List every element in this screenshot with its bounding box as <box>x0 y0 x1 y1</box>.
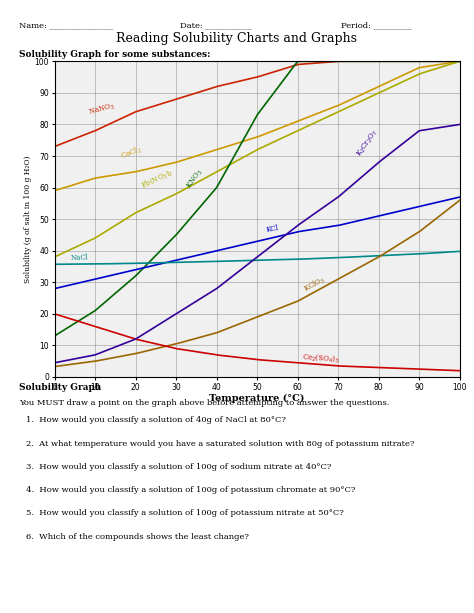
Text: NaCl: NaCl <box>71 254 89 262</box>
Text: 5.  How would you classify a solution of 100g of potassium nitrate at 50°C?: 5. How would you classify a solution of … <box>26 509 344 517</box>
Text: Date: ___________: Date: ___________ <box>180 21 252 29</box>
Text: Name: _______________: Name: _______________ <box>19 21 113 29</box>
Text: Pb(NO$_3$)$_2$: Pb(NO$_3$)$_2$ <box>140 166 175 191</box>
Text: CaCl$_2$: CaCl$_2$ <box>119 145 144 162</box>
Text: NaNO$_3$: NaNO$_3$ <box>87 101 116 118</box>
Text: KCl: KCl <box>265 224 279 234</box>
Text: 2.  At what temperature would you have a saturated solution with 80g of potassiu: 2. At what temperature would you have a … <box>26 440 414 447</box>
Text: You MUST draw a point on the graph above before attempting to answer the questio: You MUST draw a point on the graph above… <box>19 399 389 407</box>
Text: Period: _________: Period: _________ <box>341 21 412 29</box>
Y-axis label: Solubility (g of salt in 100 g H₂O): Solubility (g of salt in 100 g H₂O) <box>24 156 32 283</box>
Text: Solubility Graph: Solubility Graph <box>19 383 101 392</box>
Text: KClO$_3$: KClO$_3$ <box>302 274 328 295</box>
Text: KNO$_3$: KNO$_3$ <box>184 167 205 191</box>
Text: 1.  How would you classify a solution of 40g of NaCl at 80°C?: 1. How would you classify a solution of … <box>26 416 286 424</box>
Text: 4.  How would you classify a solution of 100g of potassium chromate at 90°C?: 4. How would you classify a solution of … <box>26 486 355 494</box>
Text: K$_2$Cr$_2$O$_7$: K$_2$Cr$_2$O$_7$ <box>355 128 381 159</box>
Text: Solubility Graph for some substances:: Solubility Graph for some substances: <box>19 50 210 59</box>
Text: Reading Solubility Charts and Graphs: Reading Solubility Charts and Graphs <box>117 32 357 45</box>
Text: 3.  How would you classify a solution of 100g of sodium nitrate at 40°C?: 3. How would you classify a solution of … <box>26 463 331 471</box>
X-axis label: Temperature (°C): Temperature (°C) <box>210 394 305 403</box>
Text: Ce$_2$(SO$_4$)$_3$: Ce$_2$(SO$_4$)$_3$ <box>302 351 339 364</box>
Text: 6.  Which of the compounds shows the least change?: 6. Which of the compounds shows the leas… <box>26 533 249 541</box>
